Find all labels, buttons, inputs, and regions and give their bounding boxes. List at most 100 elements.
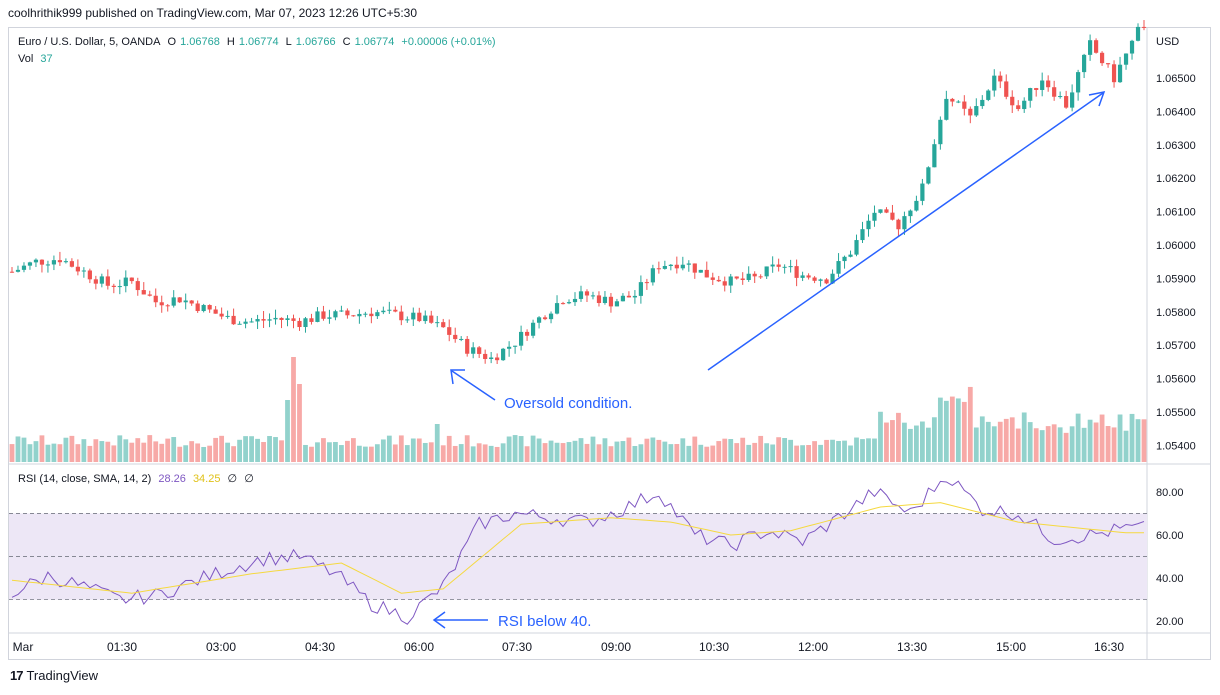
rsi-arrow-head bbox=[432, 611, 446, 629]
volume-bar bbox=[63, 437, 69, 462]
volume-bar bbox=[656, 439, 662, 462]
candle-body bbox=[153, 295, 158, 303]
volume-bar bbox=[339, 445, 344, 462]
candle-body bbox=[111, 285, 116, 287]
candle-body bbox=[836, 261, 841, 274]
candle-body bbox=[1099, 52, 1105, 64]
volume-bar bbox=[632, 445, 638, 462]
volume-bar bbox=[698, 444, 704, 462]
candle-body bbox=[27, 262, 33, 266]
volume-bar bbox=[345, 440, 350, 462]
candle-body bbox=[75, 266, 80, 272]
price-tick-label: 1.05600 bbox=[1156, 374, 1196, 386]
volume-bar bbox=[21, 437, 27, 462]
candle-body bbox=[752, 273, 757, 277]
candle-body bbox=[51, 260, 57, 265]
volume-bar bbox=[752, 442, 758, 462]
candle-body bbox=[932, 144, 937, 168]
volume-bar bbox=[530, 435, 536, 462]
volume-bar bbox=[866, 438, 871, 462]
candle-body bbox=[501, 348, 506, 361]
volume-bar bbox=[1051, 424, 1057, 462]
candle-body bbox=[189, 300, 194, 304]
candle-body bbox=[896, 219, 901, 230]
candle-body bbox=[381, 310, 386, 313]
volume-bar bbox=[1075, 413, 1081, 462]
oversold-arrow-head bbox=[450, 369, 465, 385]
candle-body bbox=[9, 271, 15, 273]
rsi-extra1: ∅ bbox=[227, 473, 238, 485]
candle-body bbox=[393, 309, 398, 312]
candle-body bbox=[69, 261, 74, 267]
candle-body bbox=[710, 277, 715, 280]
volume-bar bbox=[123, 439, 129, 462]
candle-body bbox=[171, 297, 176, 306]
candle-body bbox=[926, 167, 931, 184]
volume-bar bbox=[177, 446, 183, 462]
candle-body bbox=[33, 259, 39, 263]
candle-body bbox=[614, 301, 620, 307]
volume-bar bbox=[716, 441, 722, 462]
candle-body bbox=[584, 291, 590, 296]
candle-body bbox=[1141, 26, 1147, 28]
candle-body bbox=[99, 276, 104, 284]
price-tick-label: 1.05700 bbox=[1156, 340, 1196, 352]
candle-body bbox=[39, 259, 45, 265]
volume-bar bbox=[1099, 414, 1105, 462]
volume-bar bbox=[788, 439, 794, 462]
candle-body bbox=[944, 98, 949, 120]
candle-body bbox=[87, 270, 92, 280]
candle-body bbox=[524, 331, 530, 336]
candle-body bbox=[441, 322, 446, 328]
candle-body bbox=[596, 295, 602, 304]
candle-body bbox=[507, 346, 512, 349]
candle-body bbox=[830, 273, 835, 284]
candle-body bbox=[644, 282, 649, 284]
candle-body bbox=[1082, 54, 1087, 73]
volume-bar bbox=[518, 436, 524, 462]
candles bbox=[9, 20, 1147, 365]
candle-body bbox=[872, 212, 877, 221]
candle-body bbox=[231, 315, 236, 325]
volume-bar bbox=[99, 441, 105, 462]
candle-body bbox=[279, 317, 284, 320]
candle-body bbox=[375, 312, 380, 317]
price-tick-label: 1.05500 bbox=[1156, 407, 1196, 419]
rsi-below-label: RSI below 40. bbox=[498, 613, 591, 630]
volume-bar bbox=[165, 438, 171, 462]
volume-bar bbox=[380, 439, 386, 462]
rsi-extra2: ∅ bbox=[244, 473, 254, 485]
volume-bar bbox=[1117, 414, 1123, 462]
candle-body bbox=[878, 209, 883, 213]
candle-body bbox=[764, 266, 769, 277]
close-label: C 1.06774 bbox=[342, 36, 395, 48]
volume-bar bbox=[686, 445, 692, 462]
candle-body bbox=[225, 315, 230, 317]
candle-body bbox=[129, 277, 134, 282]
volume-bar bbox=[1081, 427, 1087, 462]
time-tick-label: 03:00 bbox=[206, 640, 236, 654]
volume-bar bbox=[620, 441, 626, 462]
volume-bar bbox=[482, 444, 488, 462]
volume-bar bbox=[979, 416, 985, 462]
candle-body bbox=[471, 347, 476, 354]
chart-frame[interactable] bbox=[8, 27, 1211, 660]
volume-bar bbox=[45, 444, 51, 462]
candle-body bbox=[986, 90, 991, 100]
volume-bar bbox=[734, 443, 740, 462]
time-tick-label: 12:00 bbox=[798, 640, 828, 654]
volume-bar bbox=[692, 436, 698, 462]
candle-body bbox=[1022, 100, 1027, 110]
volume-bar bbox=[464, 435, 470, 462]
volume-bar bbox=[279, 440, 284, 462]
volume-bar bbox=[303, 444, 308, 462]
time-tick-label: 07:30 bbox=[502, 640, 532, 654]
candle-body bbox=[950, 98, 955, 102]
volume-bar bbox=[536, 438, 542, 462]
candle-body bbox=[297, 320, 302, 328]
volume-bar bbox=[476, 443, 482, 462]
volume-bar bbox=[878, 411, 883, 462]
volume-bar bbox=[386, 435, 392, 462]
volume-bar bbox=[842, 440, 847, 462]
